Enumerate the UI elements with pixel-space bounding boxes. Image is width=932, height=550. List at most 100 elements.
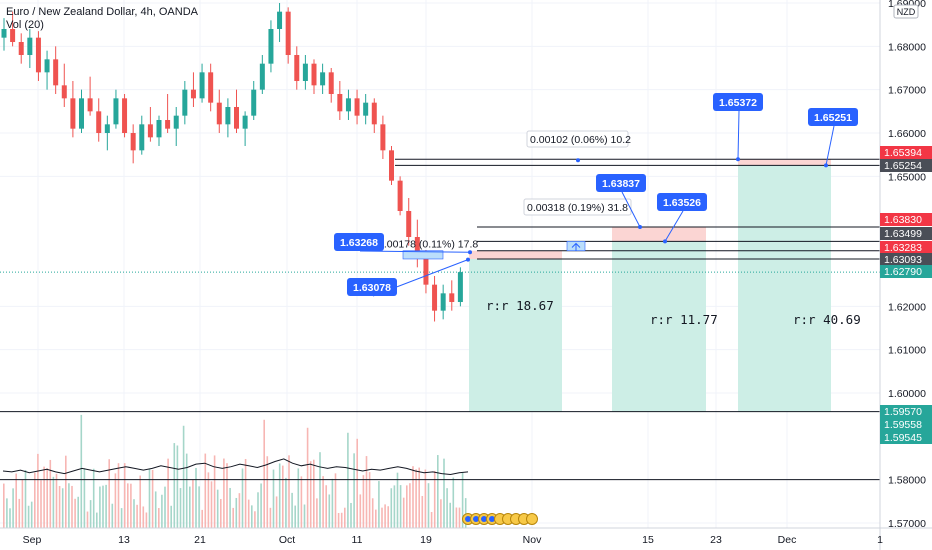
- price-callout[interactable]: [808, 108, 858, 126]
- volume-bar: [83, 468, 86, 528]
- volume-bar: [393, 485, 396, 528]
- position-target-zone: [469, 258, 562, 412]
- candle-body: [389, 150, 394, 181]
- time-tick-label: 1: [877, 534, 883, 546]
- volume-bar: [133, 499, 135, 528]
- order-marker-icon-inner: [473, 516, 479, 522]
- measure-box[interactable]: [402, 250, 444, 260]
- price-callout[interactable]: [596, 174, 646, 192]
- price-scale-label-box: [880, 227, 932, 240]
- currency-badge[interactable]: [893, 4, 919, 19]
- candle-body: [96, 111, 102, 133]
- volume-bar: [130, 483, 132, 528]
- price-callout[interactable]: [657, 193, 707, 211]
- measure-label: 0.00102 (0.06%) 10.2: [530, 134, 631, 146]
- volume-bar: [291, 492, 293, 528]
- price-scale-label-box: [880, 265, 932, 278]
- measure-label-box: [523, 198, 632, 216]
- candle-body: [53, 59, 59, 86]
- candle-body: [216, 102, 222, 125]
- order-marker-icon-inner: [505, 516, 511, 522]
- price-callout[interactable]: [713, 93, 763, 111]
- callout-anchor: [638, 225, 642, 230]
- candle-body: [354, 98, 360, 116]
- volume-bar: [322, 476, 324, 528]
- candle-body: [320, 72, 326, 86]
- volume-ma-line: [2, 458, 469, 476]
- volume-bar: [294, 505, 296, 528]
- callout-anchor: [663, 239, 667, 244]
- candle-body: [35, 37, 41, 73]
- candle-body: [259, 63, 265, 90]
- volume-bar: [6, 498, 8, 528]
- price-callout[interactable]: [347, 278, 397, 296]
- volume-bar: [220, 499, 222, 528]
- volume-bar: [226, 463, 228, 528]
- volume-bar: [9, 508, 11, 528]
- volume-bar: [164, 486, 166, 528]
- volume-bar: [74, 498, 76, 528]
- candle-body: [10, 28, 16, 42]
- candle-body: [147, 124, 153, 138]
- volume-bar: [179, 488, 182, 528]
- volume-bar: [458, 507, 461, 528]
- volume-bar: [204, 453, 207, 528]
- volume-bar: [18, 498, 21, 528]
- candle-body: [18, 41, 24, 55]
- price-callout[interactable]: [334, 233, 384, 251]
- candle-body: [432, 284, 438, 311]
- candle-body: [345, 98, 351, 112]
- volume-bar: [272, 469, 275, 528]
- volume-bar: [139, 475, 141, 528]
- volume-bar: [399, 485, 402, 528]
- volume-bar: [244, 458, 247, 528]
- price-scale-label-box: [880, 159, 932, 172]
- candle-body: [165, 119, 171, 129]
- volume-bar: [409, 483, 411, 528]
- callout-pointer: [359, 250, 471, 253]
- volume-bar: [189, 486, 191, 528]
- callout-anchor: [468, 250, 472, 255]
- volume-bar: [37, 453, 39, 528]
- volume-bar: [359, 494, 362, 528]
- volume-bar: [185, 453, 188, 528]
- candle-body: [277, 11, 283, 29]
- volume-bar: [192, 479, 194, 528]
- price-scale-label: 1.63830: [884, 214, 922, 226]
- volume-bar: [114, 473, 117, 528]
- candle-body: [44, 59, 50, 73]
- volume-bar: [120, 508, 123, 528]
- symbol-title: Euro / New Zealand Dollar, 4h, OANDA: [6, 6, 198, 18]
- volume-bar: [303, 504, 306, 528]
- volume-bar: [3, 483, 5, 528]
- candle-body: [173, 115, 179, 129]
- candle-body: [139, 124, 145, 151]
- volume-bar: [40, 480, 42, 528]
- candle-body: [130, 132, 136, 151]
- time-tick-label: Dec: [778, 534, 797, 546]
- time-tick-label: Nov: [523, 534, 542, 546]
- volume-bar: [158, 508, 160, 528]
- candle-body: [156, 119, 162, 138]
- volume-bar: [418, 467, 420, 528]
- volume-bar: [49, 459, 52, 528]
- volume-bar: [325, 485, 327, 528]
- price-scale-label-box: [880, 253, 932, 266]
- measure-label-box: [526, 130, 629, 148]
- volume-bar: [77, 496, 79, 528]
- volume-bar: [55, 473, 58, 528]
- volume-bar: [68, 483, 70, 528]
- volume-bar: [275, 496, 278, 528]
- price-tick-label: 1.66000: [888, 128, 926, 140]
- candle-body: [414, 236, 420, 259]
- volume-bar: [278, 463, 281, 528]
- time-tick-label: 19: [420, 534, 432, 546]
- volume-bar: [58, 485, 61, 528]
- volume-bar: [251, 505, 253, 528]
- candle-body: [27, 37, 33, 55]
- candle-body: [311, 63, 317, 86]
- price-callout-label: 1.63526: [663, 197, 701, 209]
- volume-bar: [257, 492, 259, 528]
- candle-body: [380, 124, 386, 151]
